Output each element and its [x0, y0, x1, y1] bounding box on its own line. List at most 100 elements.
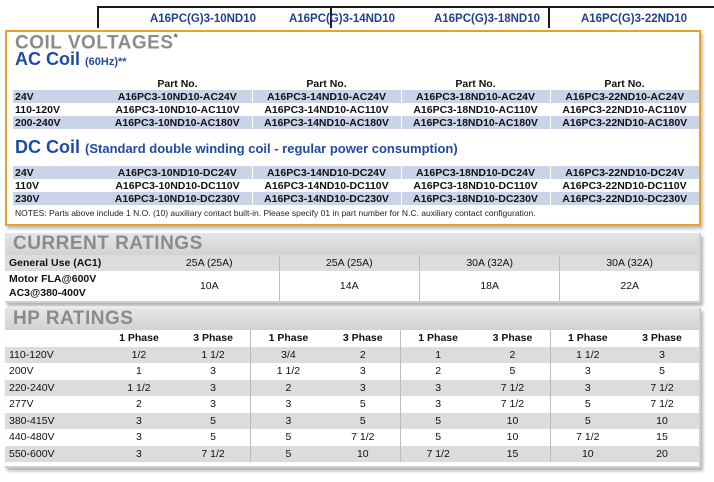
table-cell: 7 1/2	[175, 445, 251, 462]
table-row: 24V A16PC3-10ND10-AC24V A16PC3-14ND10-AC…	[13, 90, 699, 103]
table-cell: 3	[102, 445, 176, 462]
table-cell: A16PC3-14ND10-DC110V	[252, 179, 401, 192]
current-ratings-table: General Use (AC1) 25A (25A) 25A (25A) 30…	[5, 255, 699, 301]
current-ratings-panel: CURRENT RATINGS General Use (AC1) 25A (2…	[5, 233, 701, 303]
table-cell: 10	[624, 412, 699, 429]
ac-coil-table: Part No. Part No. Part No. Part No. 24V …	[13, 77, 699, 129]
table-cell: AC Coil	[15, 49, 80, 69]
table-cell: 440-480V	[9, 431, 55, 444]
table-row: 110V A16PC3-10ND10-DC110V A16PC3-14ND10-…	[13, 179, 699, 192]
table-cell: 220-240V	[5, 379, 102, 396]
table-cell: 3 Phase	[193, 332, 233, 345]
table-cell: 15	[656, 431, 668, 444]
model-title: A16PC(G)3-18ND10	[433, 13, 541, 25]
table-cell: A16PC3-14ND10-AC24V	[251, 90, 401, 103]
table-row: 277V 2 3 3 5 3 7 1/2 5 7 1/2	[5, 396, 699, 413]
table-cell: 550-600V	[5, 445, 102, 462]
table-cell: A16PC3-14ND10-DC230V	[251, 192, 401, 205]
table-row: 440-480V 3 5 5 7 1/2 5 10 7 1/2 15	[5, 429, 699, 446]
table-cell: 1	[136, 365, 142, 378]
table-cell: 18A	[418, 271, 560, 301]
table-cell: Motor FLA@600V	[9, 273, 97, 285]
table-cell: 1	[399, 346, 476, 363]
table-cell: 5	[549, 412, 625, 429]
table-cell: 230V	[13, 192, 103, 205]
table-cell: 7 1/2	[624, 379, 699, 396]
table-cell: 5	[175, 412, 251, 429]
table-cell: 200-240V	[13, 116, 103, 129]
table-cell: A16PC3-18ND10-AC110V	[401, 103, 550, 116]
table-cell: 1 1/2	[549, 346, 625, 363]
table-cell: 22A	[559, 271, 699, 301]
model-header: A16PC(G)3-10ND10 A16PC(G)3-14ND10 A16PC(…	[0, 0, 714, 28]
table-row: 200V 1 3 1 1/2 3 2 5 3 5	[5, 363, 699, 380]
table-cell: 10	[506, 431, 519, 444]
model-title: A16PC(G)3-14ND10	[288, 13, 396, 25]
table-cell: 20	[624, 445, 699, 462]
table-cell: DC Coil	[15, 137, 80, 157]
current-ratings-band: CURRENT RATINGS	[5, 233, 699, 255]
table-cell: (60Hz)**	[85, 56, 127, 68]
table-cell: 110V	[13, 179, 103, 192]
table-cell: 3	[549, 363, 625, 380]
table-cell: 2	[475, 346, 551, 363]
table-cell: A16PC3-22ND10-AC24V	[549, 90, 699, 103]
table-cell: 5	[549, 396, 625, 413]
table-cell: 10	[475, 412, 551, 429]
table-cell: 5	[359, 398, 366, 411]
table-cell: 30A (32A)	[559, 255, 699, 271]
table-cell: A16PC3-22ND10-DC110V	[550, 179, 699, 192]
table-cell: 380-415V	[5, 412, 102, 429]
table-cell: A16PC3-18ND10-DC230V	[400, 192, 550, 205]
table-cell: 3	[399, 396, 476, 413]
table-cell: 2	[325, 346, 401, 363]
table-cell: *	[173, 32, 179, 44]
table-cell: 24V	[13, 166, 103, 179]
table-row: 110-120V A16PC3-10ND10-AC110V A16PC3-14N…	[13, 103, 699, 116]
table-cell: 10	[325, 445, 401, 462]
table-cell: 1/2	[102, 346, 176, 363]
column-header: Part No.	[550, 77, 699, 90]
table-cell: A16PC3-22ND10-DC24V	[549, 166, 699, 179]
table-cell: 7 1/2	[650, 398, 674, 411]
table-cell: 3	[210, 398, 217, 411]
table-cell: 110-120V	[5, 346, 102, 363]
table-row: 230V A16PC3-10ND10-DC230V A16PC3-14ND10-…	[13, 192, 699, 205]
table-cell: (Standard double winding coil - regular …	[85, 141, 458, 156]
table-cell: A16PC3-10ND10-AC110V	[103, 103, 252, 116]
header-tick	[548, 6, 550, 28]
table-cell: 30A (32A)	[418, 255, 560, 271]
table-cell: 3	[102, 412, 176, 429]
column-header: Part No.	[401, 77, 550, 90]
table-cell: A16PC3-14ND10-DC24V	[251, 166, 401, 179]
coil-notes: NOTES: Parts above include 1 N.O. (10) a…	[15, 208, 536, 218]
table-cell: 3/4	[250, 346, 326, 363]
table-cell: 7 1/2	[549, 429, 625, 446]
table-cell: 5	[399, 429, 476, 446]
coil-voltages-title: COIL VOLTAGES*	[15, 32, 178, 54]
table-cell: 25A (25A)	[278, 255, 420, 271]
table-header-row: 1 Phase 3 Phase 1 Phase 3 Phase 1 Phase …	[5, 330, 699, 347]
table-cell: A16PC3-10ND10-DC24V	[103, 166, 252, 179]
table-cell: COIL VOLTAGES	[15, 32, 174, 54]
table-cell: 5	[210, 431, 217, 444]
table-cell: A16PC3-10ND10-AC180V	[103, 116, 252, 129]
current-ratings-title: CURRENT RATINGS	[13, 233, 203, 254]
ac-coil-title: AC Coil (60Hz)**	[15, 49, 127, 70]
model-title: A16PC(G)3-10ND10	[149, 13, 257, 25]
table-cell: AC3@380-400V	[9, 287, 86, 299]
column-header: Part No.	[252, 77, 401, 90]
table-cell: A16PC3-18ND10-DC110V	[401, 179, 550, 192]
table-cell: 5	[250, 445, 326, 462]
table-row: 200-240V A16PC3-10ND10-AC180V A16PC3-14N…	[13, 116, 699, 129]
table-cell: 5	[399, 412, 476, 429]
table-cell: 5	[325, 412, 401, 429]
table-cell: A16PC3-22ND10-AC180V	[549, 116, 699, 129]
table-cell: A16PC3-22ND10-DC230V	[549, 192, 699, 205]
table-cell: 1 Phase	[399, 330, 476, 347]
hp-ratings-table: 1 Phase 3 Phase 1 Phase 3 Phase 1 Phase …	[5, 330, 699, 462]
table-cell: 3	[549, 379, 625, 396]
table-row: General Use (AC1) 25A (25A) 25A (25A) 30…	[5, 255, 699, 271]
hp-ratings-band: HP RATINGS	[5, 308, 699, 330]
table-cell: 3	[210, 365, 217, 378]
